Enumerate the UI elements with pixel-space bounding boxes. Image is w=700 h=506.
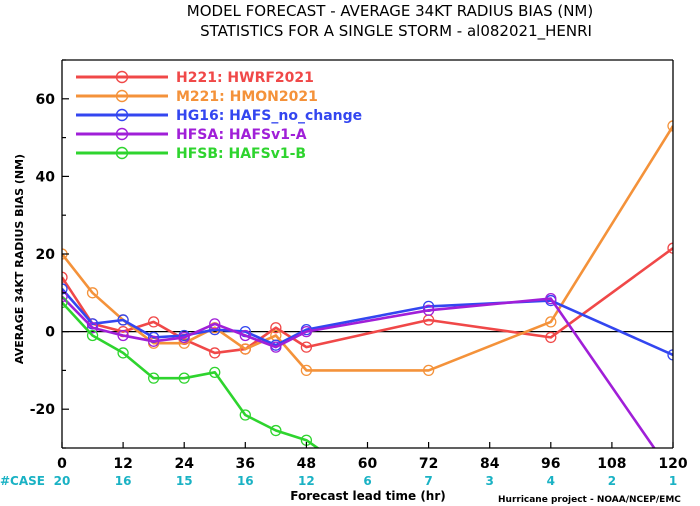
data-point xyxy=(178,372,190,384)
data-point xyxy=(117,347,129,359)
data-point xyxy=(545,316,557,328)
case-count: 3 xyxy=(486,474,494,488)
data-point xyxy=(147,335,160,347)
series-4 xyxy=(62,291,656,448)
data-point xyxy=(545,331,557,344)
data-point xyxy=(300,325,313,338)
x-tick-label: 12 xyxy=(113,456,132,472)
data-point xyxy=(667,120,673,132)
x-tick-label: 96 xyxy=(541,456,560,472)
data-point xyxy=(209,366,221,378)
data-point xyxy=(147,372,160,384)
data-point xyxy=(270,341,282,353)
y-tick-label: -20 xyxy=(30,402,56,418)
legend-item: HFSA: HAFSv1-A xyxy=(76,127,307,143)
data-point xyxy=(300,364,313,377)
case-label: #CASE xyxy=(0,474,45,488)
legend-marker xyxy=(115,89,129,103)
data-point xyxy=(422,304,435,316)
x-axis-label: Forecast lead time (hr) xyxy=(290,489,446,503)
data-point xyxy=(667,242,673,254)
data-point xyxy=(239,329,251,342)
series-line xyxy=(62,125,673,372)
legend-label: H221: HWRF2021 xyxy=(176,70,314,86)
y-tick-label: 0 xyxy=(45,325,55,341)
x-tick-label: 0 xyxy=(57,456,67,472)
series-line xyxy=(62,301,320,448)
data-point xyxy=(422,364,435,377)
case-count: 16 xyxy=(237,474,254,488)
x-tick-label: 48 xyxy=(297,456,316,472)
legend-item: HFSB: HAFSv1-B xyxy=(76,146,306,162)
legend-item: M221: HMON2021 xyxy=(76,89,318,105)
data-point xyxy=(62,296,68,309)
x-tick-label: 108 xyxy=(597,456,626,472)
axes: 0 12 24 36 48 60 72 84 96 108 120 -20 0 20 40 60 xyxy=(30,59,688,472)
data-point xyxy=(62,291,68,303)
data-point xyxy=(86,322,99,334)
x-tick-label: 24 xyxy=(174,456,194,472)
data-point xyxy=(178,331,190,344)
case-count: 1 xyxy=(669,474,677,488)
case-count: 7 xyxy=(424,474,432,488)
legend-label: M221: HMON2021 xyxy=(176,89,318,105)
data-point xyxy=(62,283,68,295)
legend-marker xyxy=(115,70,129,84)
y-tick-label: 60 xyxy=(36,92,56,108)
legend-label: HG16: HAFS_no_change xyxy=(176,108,362,124)
data-point xyxy=(86,287,99,299)
legend-label: HFSB: HAFSv1-B xyxy=(176,146,306,162)
legend: H221: HWRF2021 M221: HMON2021 HG16: HAFS_n… xyxy=(76,70,362,162)
case-count: 16 xyxy=(115,474,132,488)
data-point xyxy=(86,329,99,342)
data-point xyxy=(667,349,673,361)
plot-area xyxy=(62,120,673,448)
chart-title: MODEL FORECAST - AVERAGE 34KT RADIUS BIA… xyxy=(187,2,593,20)
legend-label: HFSA: HAFSv1-A xyxy=(176,127,307,143)
legend-item: HG16: HAFS_no_change xyxy=(76,108,362,124)
data-point xyxy=(239,409,251,421)
data-point xyxy=(209,347,221,359)
case-counts: 20 16 15 16 12 6 7 3 4 2 1 xyxy=(54,474,678,488)
data-point xyxy=(545,292,557,305)
data-point xyxy=(62,271,68,283)
data-point xyxy=(147,316,160,328)
legend-item: H221: HWRF2021 xyxy=(76,70,314,86)
y-axis-label: AVERAGE 34KT RADIUS BIAS (NM) xyxy=(13,154,26,364)
data-point xyxy=(239,343,251,355)
data-point xyxy=(117,314,129,326)
credit-text: Hurricane project - NOAA/NCEP/EMC xyxy=(498,495,681,505)
x-tick-label: 60 xyxy=(358,456,378,472)
data-point xyxy=(300,341,313,353)
case-count: 12 xyxy=(298,474,315,488)
data-point xyxy=(270,322,282,334)
data-point xyxy=(117,329,129,342)
legend-marker xyxy=(115,146,129,160)
x-tick-label: 72 xyxy=(419,456,438,472)
case-count: 6 xyxy=(363,474,371,488)
case-count: 4 xyxy=(547,474,555,488)
case-count: 2 xyxy=(608,474,616,488)
y-tick-label: 40 xyxy=(36,169,56,185)
x-tick-label: 36 xyxy=(236,456,255,472)
case-count: 15 xyxy=(176,474,193,488)
legend-marker xyxy=(115,127,129,141)
legend-marker xyxy=(115,108,129,122)
data-point xyxy=(209,318,221,330)
case-count: 20 xyxy=(54,474,71,488)
chart-subtitle: STATISTICS FOR A SINGLE STORM - al082021… xyxy=(200,22,592,41)
x-tick-label: 120 xyxy=(658,456,687,472)
data-point xyxy=(270,424,282,437)
y-tick-label: 20 xyxy=(36,247,56,263)
x-tick-label: 84 xyxy=(480,456,500,472)
